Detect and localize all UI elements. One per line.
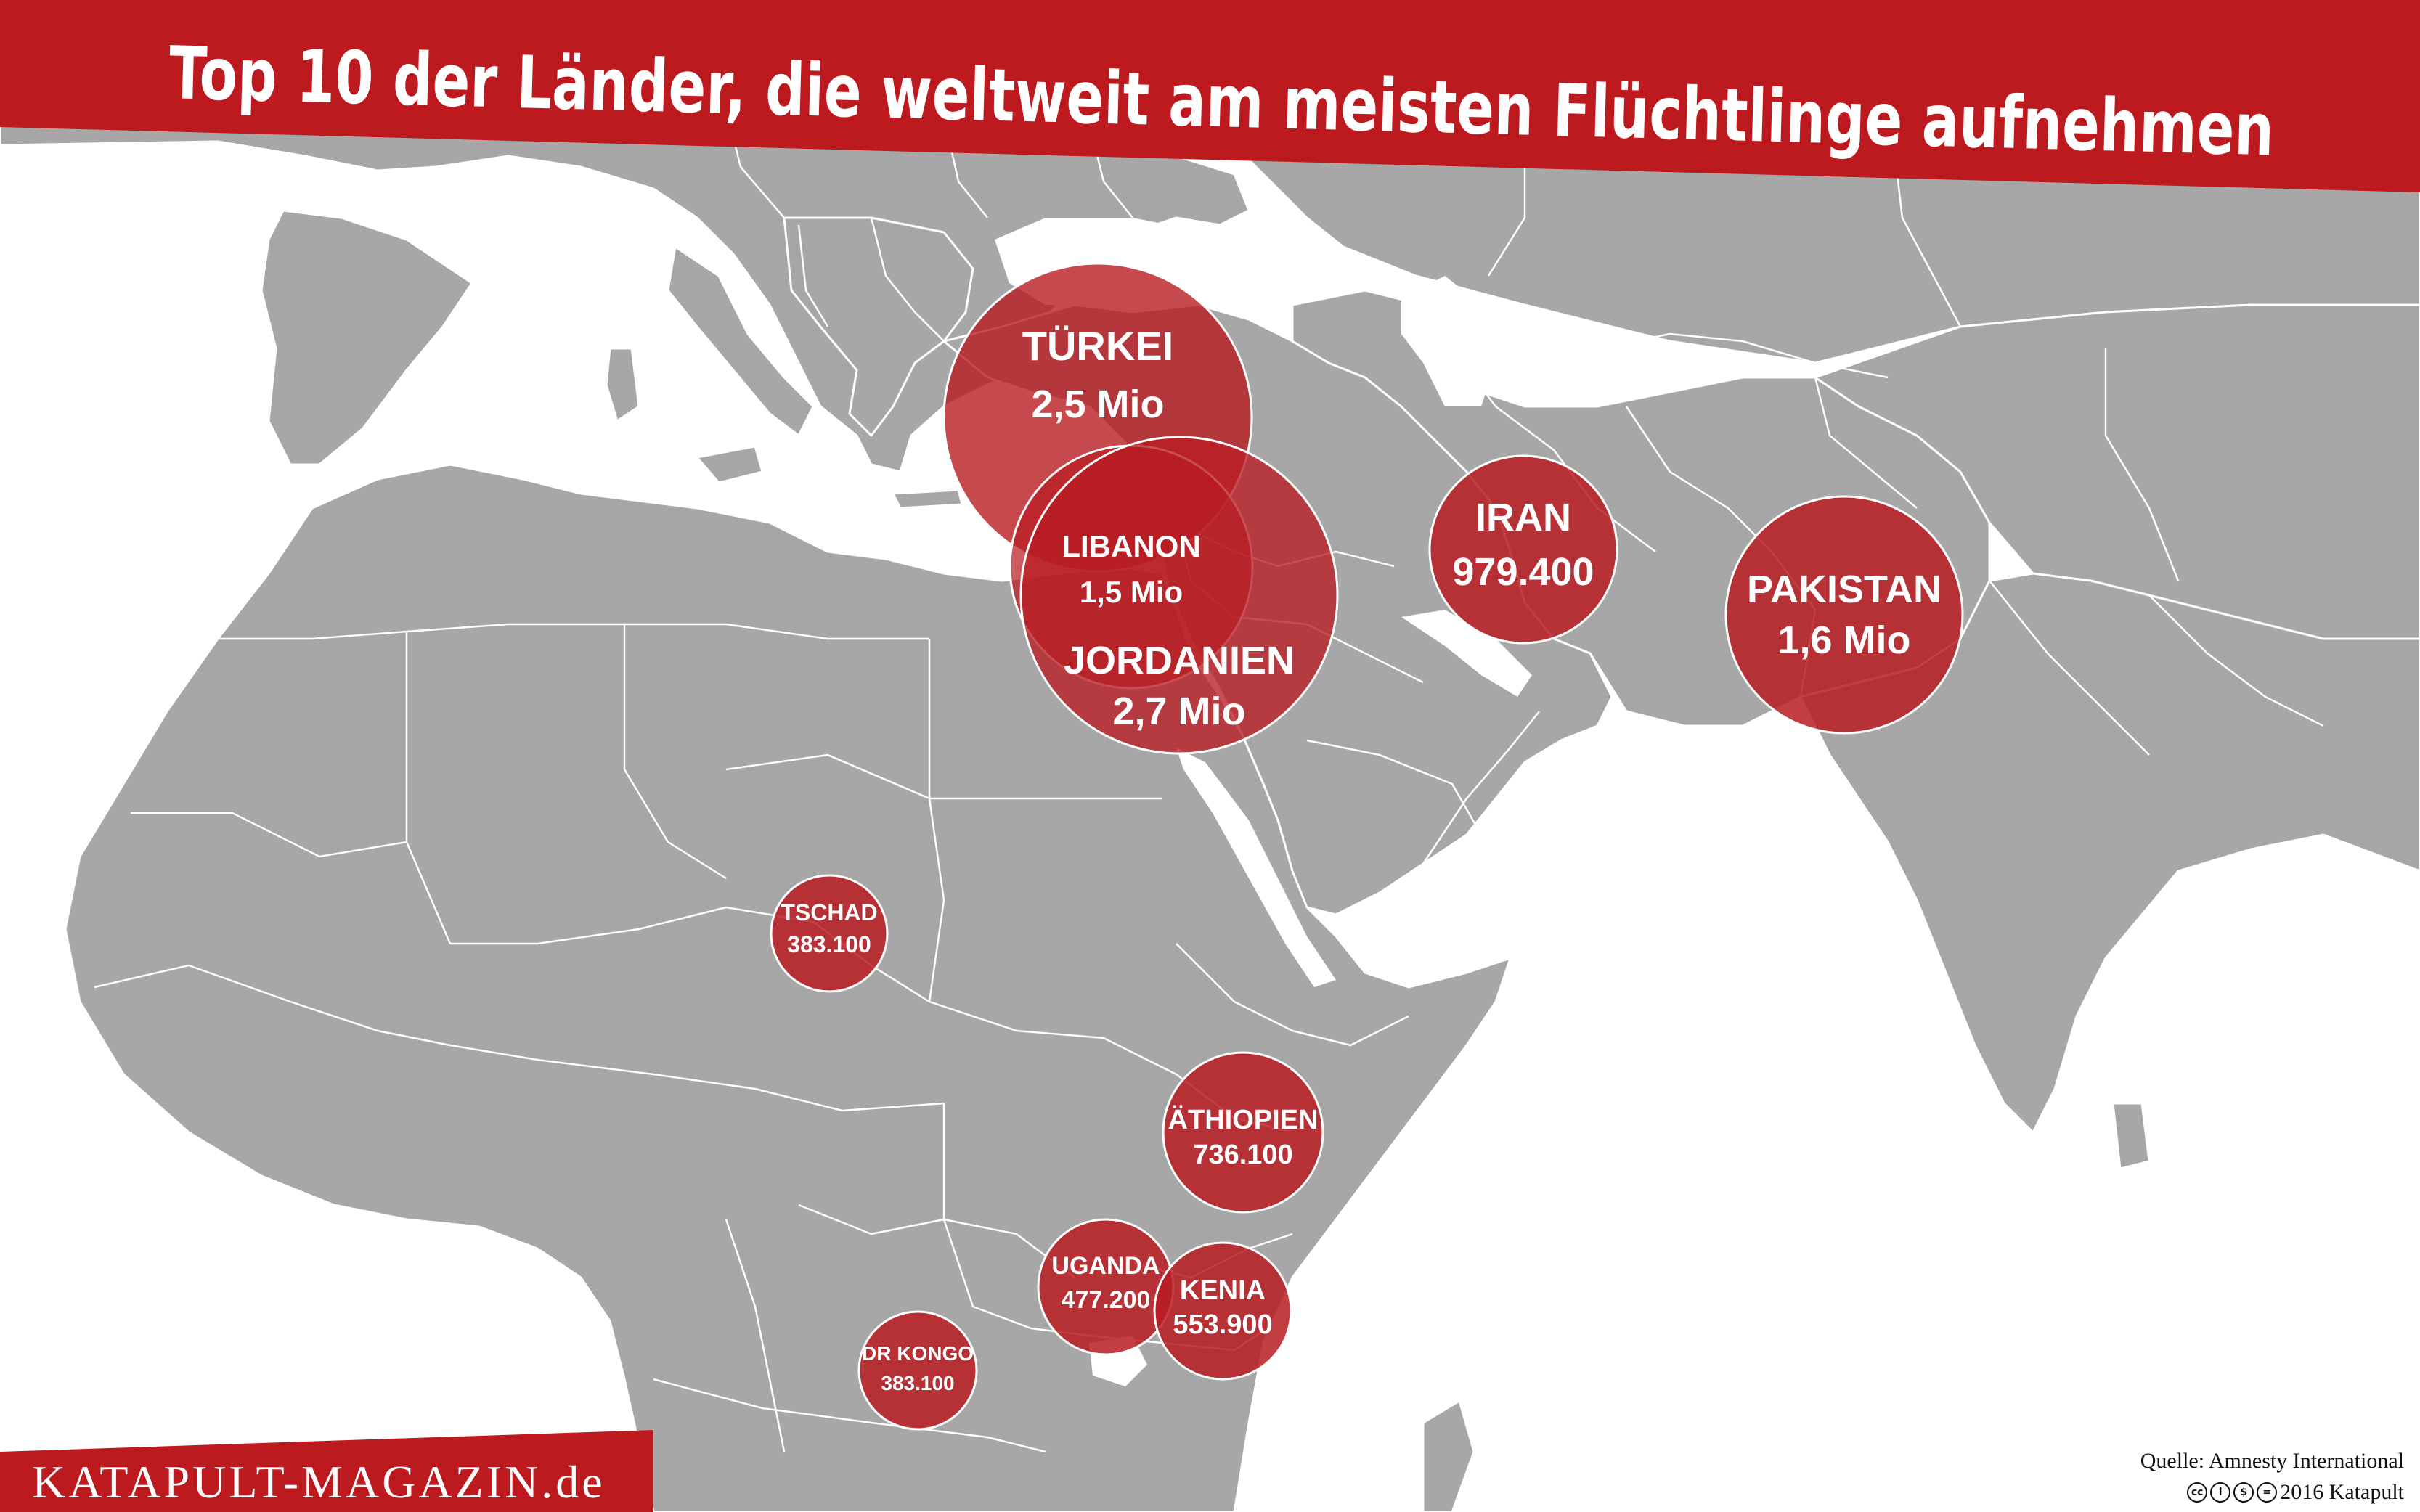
- iberia-landmass: [260, 209, 473, 466]
- bubble-pakistan: [1724, 495, 1964, 735]
- copyright-text: 2016 Katapult: [2280, 1480, 2404, 1504]
- label-tuerkei-name: TÜRKEI: [1022, 323, 1173, 369]
- bubble-aethiopien: [1162, 1051, 1324, 1214]
- sardinia: [605, 347, 640, 422]
- label-aethiopien-value: 736.100: [1193, 1140, 1292, 1170]
- label-iran-value: 979.400: [1452, 550, 1594, 594]
- sicily: [696, 445, 764, 484]
- label-pakistan-name: PAKISTAN: [1747, 568, 1942, 611]
- italy-landmass: [667, 245, 815, 437]
- label-kenia-name: KENIA: [1180, 1275, 1266, 1306]
- label-jordanien-value: 2,7 Mio: [1112, 690, 1245, 733]
- madagascar: [1422, 1399, 1475, 1512]
- label-drkongo-value: 383.100: [881, 1372, 954, 1394]
- cc-icon: cc: [2187, 1482, 2208, 1503]
- nc-icon: $: [2233, 1482, 2254, 1503]
- label-uganda-name: UGANDA: [1051, 1252, 1160, 1280]
- label-tuerkei-value: 2,5 Mio: [1031, 383, 1164, 426]
- bubble-drkongo: [857, 1310, 978, 1431]
- persian-gulf: [1401, 610, 1532, 697]
- license-row: cc i $ = 2016 Katapult: [2187, 1479, 2404, 1506]
- red-sea: [1176, 748, 1336, 987]
- bubble-jordanien: [1019, 436, 1339, 755]
- title-banner: [0, 0, 2420, 192]
- india-landmass: [1799, 572, 2420, 1134]
- label-tschad-name: TSCHAD: [781, 899, 877, 925]
- brand-name[interactable]: KATAPULT-MAGAZIN.de: [32, 1456, 606, 1508]
- credits: Quelle: Amnesty International cc i $ = 2…: [2140, 1447, 2404, 1506]
- balkans-landmass: [783, 216, 974, 437]
- label-iran-name: IRAN: [1475, 496, 1571, 539]
- label-drkongo-name: DR KONGO: [862, 1342, 974, 1365]
- label-pakistan-value: 1,6 Mio: [1777, 618, 1910, 662]
- bubble-kenia: [1153, 1241, 1292, 1381]
- label-jordanien-name: JORDANIEN: [1064, 639, 1295, 682]
- label-uganda-value: 477.200: [1062, 1286, 1151, 1314]
- source-text: Quelle: Amnesty International: [2140, 1449, 2404, 1473]
- label-kenia-value: 553.900: [1173, 1309, 1272, 1340]
- nd-icon: =: [2257, 1482, 2278, 1503]
- sri-lanka: [2111, 1102, 2151, 1170]
- label-aethiopien-name: ÄTHIOPIEN: [1168, 1104, 1319, 1135]
- brand-banner: [0, 1430, 653, 1512]
- label-libanon-name: LIBANON: [1062, 529, 1200, 563]
- refugee-bubbles: TÜRKEI 2,5 Mio LIBANON 1,5 Mio JORDANIEN 2,7 …: [770, 262, 1964, 1431]
- label-tschad-value: 383.100: [787, 931, 871, 957]
- label-libanon-value: 1,5 Mio: [1080, 575, 1183, 609]
- bubble-tschad: [770, 874, 889, 993]
- bubble-iran: [1428, 454, 1618, 645]
- crete: [892, 489, 963, 510]
- by-icon: i: [2210, 1482, 2231, 1503]
